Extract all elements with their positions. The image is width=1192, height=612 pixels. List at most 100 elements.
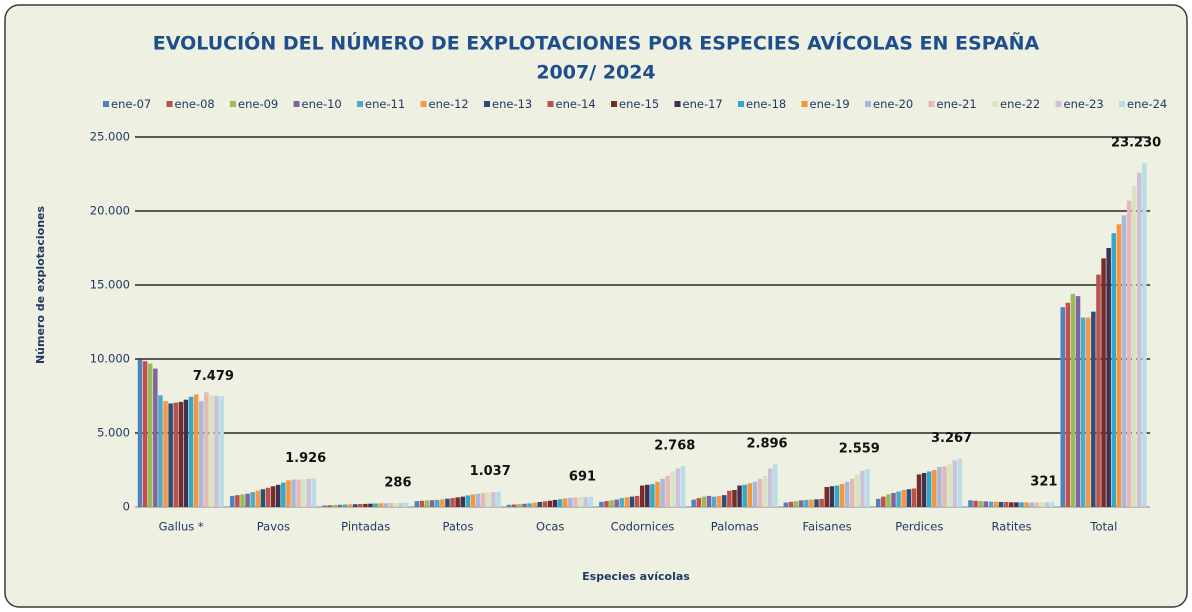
legend-swatch	[230, 101, 236, 107]
bar	[414, 501, 420, 507]
bar	[1024, 502, 1029, 507]
y-axis-label: Número de explotaciones	[34, 206, 47, 365]
legend-label: ene-11	[365, 97, 405, 111]
bar	[1009, 502, 1014, 507]
legend-swatch	[357, 101, 363, 107]
bar	[281, 482, 286, 507]
bar	[532, 502, 537, 507]
bar	[629, 496, 635, 507]
bar	[275, 484, 281, 507]
bar	[491, 492, 496, 507]
y-tick-label: 20.000	[90, 204, 130, 218]
bar	[230, 495, 235, 507]
bar	[198, 401, 204, 507]
legend-label: ene-24	[1127, 97, 1167, 111]
bar	[214, 396, 219, 507]
bar	[301, 479, 306, 507]
y-tick-label: 10.000	[90, 352, 130, 366]
bar	[814, 499, 819, 507]
bar	[696, 498, 702, 507]
bar	[855, 474, 860, 507]
bar	[937, 467, 942, 507]
bar	[475, 493, 481, 507]
x-tick-label: Palomas	[711, 520, 759, 534]
bar	[978, 501, 983, 507]
bar	[1070, 293, 1076, 507]
bar	[183, 399, 189, 507]
bar	[834, 485, 840, 507]
bar	[926, 471, 932, 507]
bar	[670, 471, 676, 507]
bar	[722, 495, 727, 507]
bar	[178, 401, 184, 507]
bar	[660, 478, 665, 507]
bar	[844, 481, 850, 507]
bar	[988, 501, 994, 507]
bar	[942, 466, 947, 507]
bar	[147, 363, 153, 507]
x-tick-label: Faisanes	[802, 520, 851, 534]
bar	[860, 470, 865, 507]
bar	[634, 495, 640, 507]
bar	[383, 503, 389, 507]
bar	[614, 499, 619, 507]
bar	[599, 501, 604, 507]
legend-label: ene-21	[937, 97, 977, 111]
legend-swatch	[992, 101, 998, 107]
bar	[245, 493, 250, 507]
legend-label: ene-08	[175, 97, 215, 111]
chart-frame	[4, 4, 1188, 608]
bar	[270, 486, 276, 507]
bar	[1131, 185, 1137, 507]
x-tick-label: Perdices	[895, 520, 943, 534]
bar	[568, 497, 573, 507]
x-axis-label: Especies avícolas	[582, 570, 690, 583]
bar	[732, 489, 737, 507]
bar	[347, 504, 353, 507]
bar	[752, 481, 758, 507]
bar	[865, 469, 870, 507]
legend-swatch	[166, 101, 173, 107]
bar	[306, 478, 312, 507]
bar	[896, 491, 901, 507]
bar	[193, 394, 199, 507]
bar	[665, 475, 670, 507]
bar	[1049, 502, 1055, 507]
bar	[1096, 274, 1101, 507]
bar	[727, 490, 732, 507]
x-tick-label: Gallus *	[159, 520, 204, 534]
data-label: 23.230	[1111, 136, 1161, 151]
bar	[906, 489, 912, 507]
bar	[578, 497, 583, 507]
bar	[952, 460, 957, 507]
data-label: 1.926	[285, 451, 326, 466]
legend-label: ene-19	[810, 97, 850, 111]
bar	[163, 401, 168, 507]
bar	[1101, 258, 1106, 507]
legend-label: ene-13	[492, 97, 532, 111]
legend-swatch	[484, 101, 490, 107]
bar	[829, 486, 835, 507]
bar	[809, 499, 814, 507]
bar	[583, 496, 588, 507]
bar	[419, 500, 425, 507]
legend-swatch	[611, 101, 617, 107]
legend-swatch	[293, 101, 300, 107]
bar	[542, 501, 548, 507]
bar	[1086, 317, 1091, 507]
legend-label: ene-12	[429, 97, 469, 111]
bar	[1003, 502, 1009, 507]
bar	[188, 396, 194, 507]
y-tick-label: 0	[123, 500, 130, 514]
bar	[1039, 502, 1045, 507]
bar	[609, 500, 614, 507]
bar	[460, 496, 466, 507]
bar	[588, 496, 593, 507]
bar	[537, 501, 542, 507]
bar	[993, 501, 999, 507]
bar	[573, 497, 578, 507]
bar	[737, 485, 742, 507]
bar	[142, 361, 148, 507]
legend-swatch	[420, 101, 427, 107]
legend-label: ene-07	[111, 97, 151, 111]
